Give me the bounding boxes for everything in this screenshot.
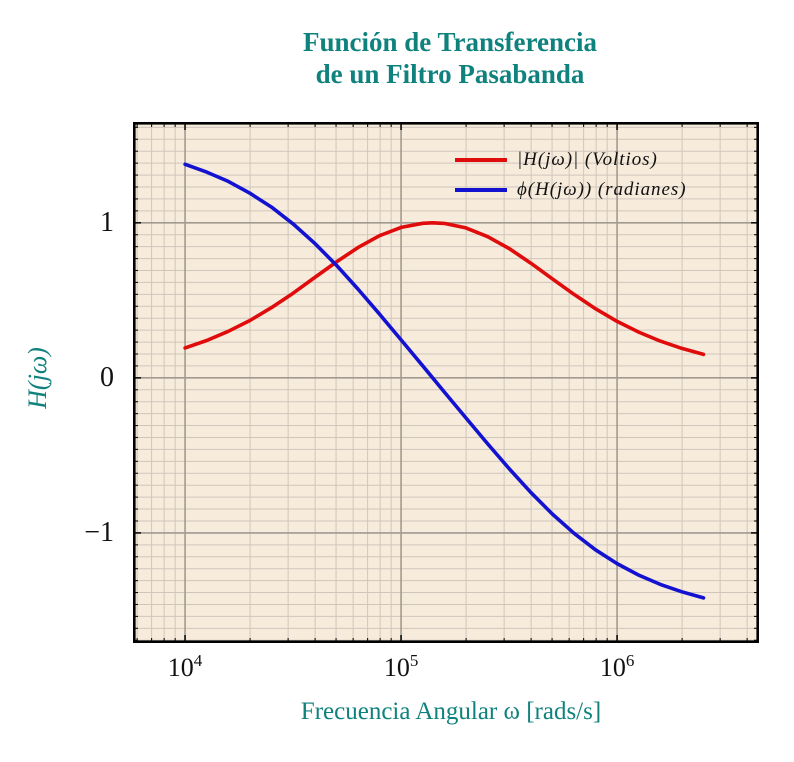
plot-area-background: [133, 122, 759, 643]
phase-line-swatch: [455, 188, 507, 192]
chart-title-line1: Función de Transferencia: [302, 27, 598, 57]
magnitude-legend-label: |H(jω)| (Voltios): [517, 149, 658, 170]
x-tick-exponent: 4: [193, 651, 203, 671]
legend-row-magnitude: |H(jω)| (Voltios): [455, 147, 687, 173]
x-tick-exponent: 6: [625, 651, 635, 671]
magnitude-line-swatch: [455, 158, 507, 162]
y-tick-label-0: 0: [100, 361, 114, 393]
chart-title: Función de Transferencia de un Filtro Pa…: [303, 26, 597, 90]
chart-canvas: [133, 122, 759, 643]
x-tick-label-1e6: 106: [600, 651, 635, 683]
y-axis-label: H(jω): [23, 347, 52, 409]
x-tick-label-1e5: 105: [384, 651, 419, 683]
legend-row-phase: ϕ(H(jω)) (radianes): [455, 177, 687, 203]
x-tick-label-1e4: 104: [168, 651, 203, 683]
y-tick-label-neg1: −1: [84, 516, 114, 548]
phase-legend-label: ϕ(H(jω)) (radianes): [517, 179, 687, 200]
x-tick-base: 10: [599, 652, 626, 682]
y-tick-label-1: 1: [100, 206, 114, 238]
x-axis-label: Frecuencia Angular ω [rads/s]: [300, 698, 602, 725]
x-tick-base: 10: [383, 652, 410, 682]
x-tick-exponent: 5: [409, 651, 419, 671]
legend: |H(jω)| (Voltios) ϕ(H(jω)) (radianes): [455, 147, 687, 203]
chart-title-line2: de un Filtro Pasabanda: [315, 59, 585, 89]
x-tick-base: 10: [167, 652, 194, 682]
